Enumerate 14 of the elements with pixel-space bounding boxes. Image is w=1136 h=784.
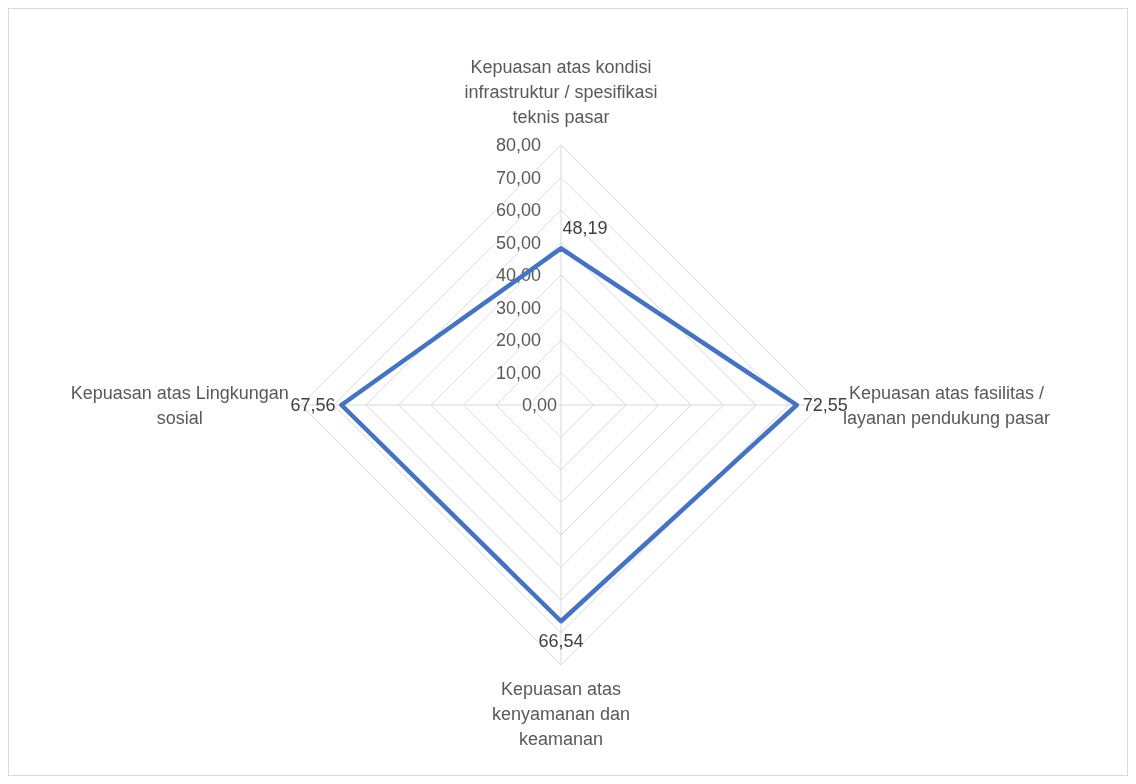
y-tick-label: 30,00 xyxy=(495,297,541,318)
y-tick-label: 60,00 xyxy=(495,200,541,221)
data-label: 66,54 xyxy=(538,631,584,652)
y-tick-label: 80,00 xyxy=(495,135,541,156)
data-label: 48,19 xyxy=(562,218,608,239)
y-tick-label: 10,00 xyxy=(495,362,541,383)
spoke-label: Kepuasan atas Lingkungan sosial xyxy=(70,382,289,428)
y-tick-label: 0,00 xyxy=(521,395,557,416)
spoke-label: Kepuasan atas kondisi infrastruktur / spesifikasi teknis pasar xyxy=(464,57,658,127)
spoke-label: Kepuasan atas kenyamanan dan keamanan xyxy=(491,679,631,749)
data-label: 67,56 xyxy=(290,395,336,415)
y-tick-label: 70,00 xyxy=(495,167,541,188)
y-tick-label: 20,00 xyxy=(495,330,541,351)
y-tick-label: 50,00 xyxy=(495,232,541,253)
